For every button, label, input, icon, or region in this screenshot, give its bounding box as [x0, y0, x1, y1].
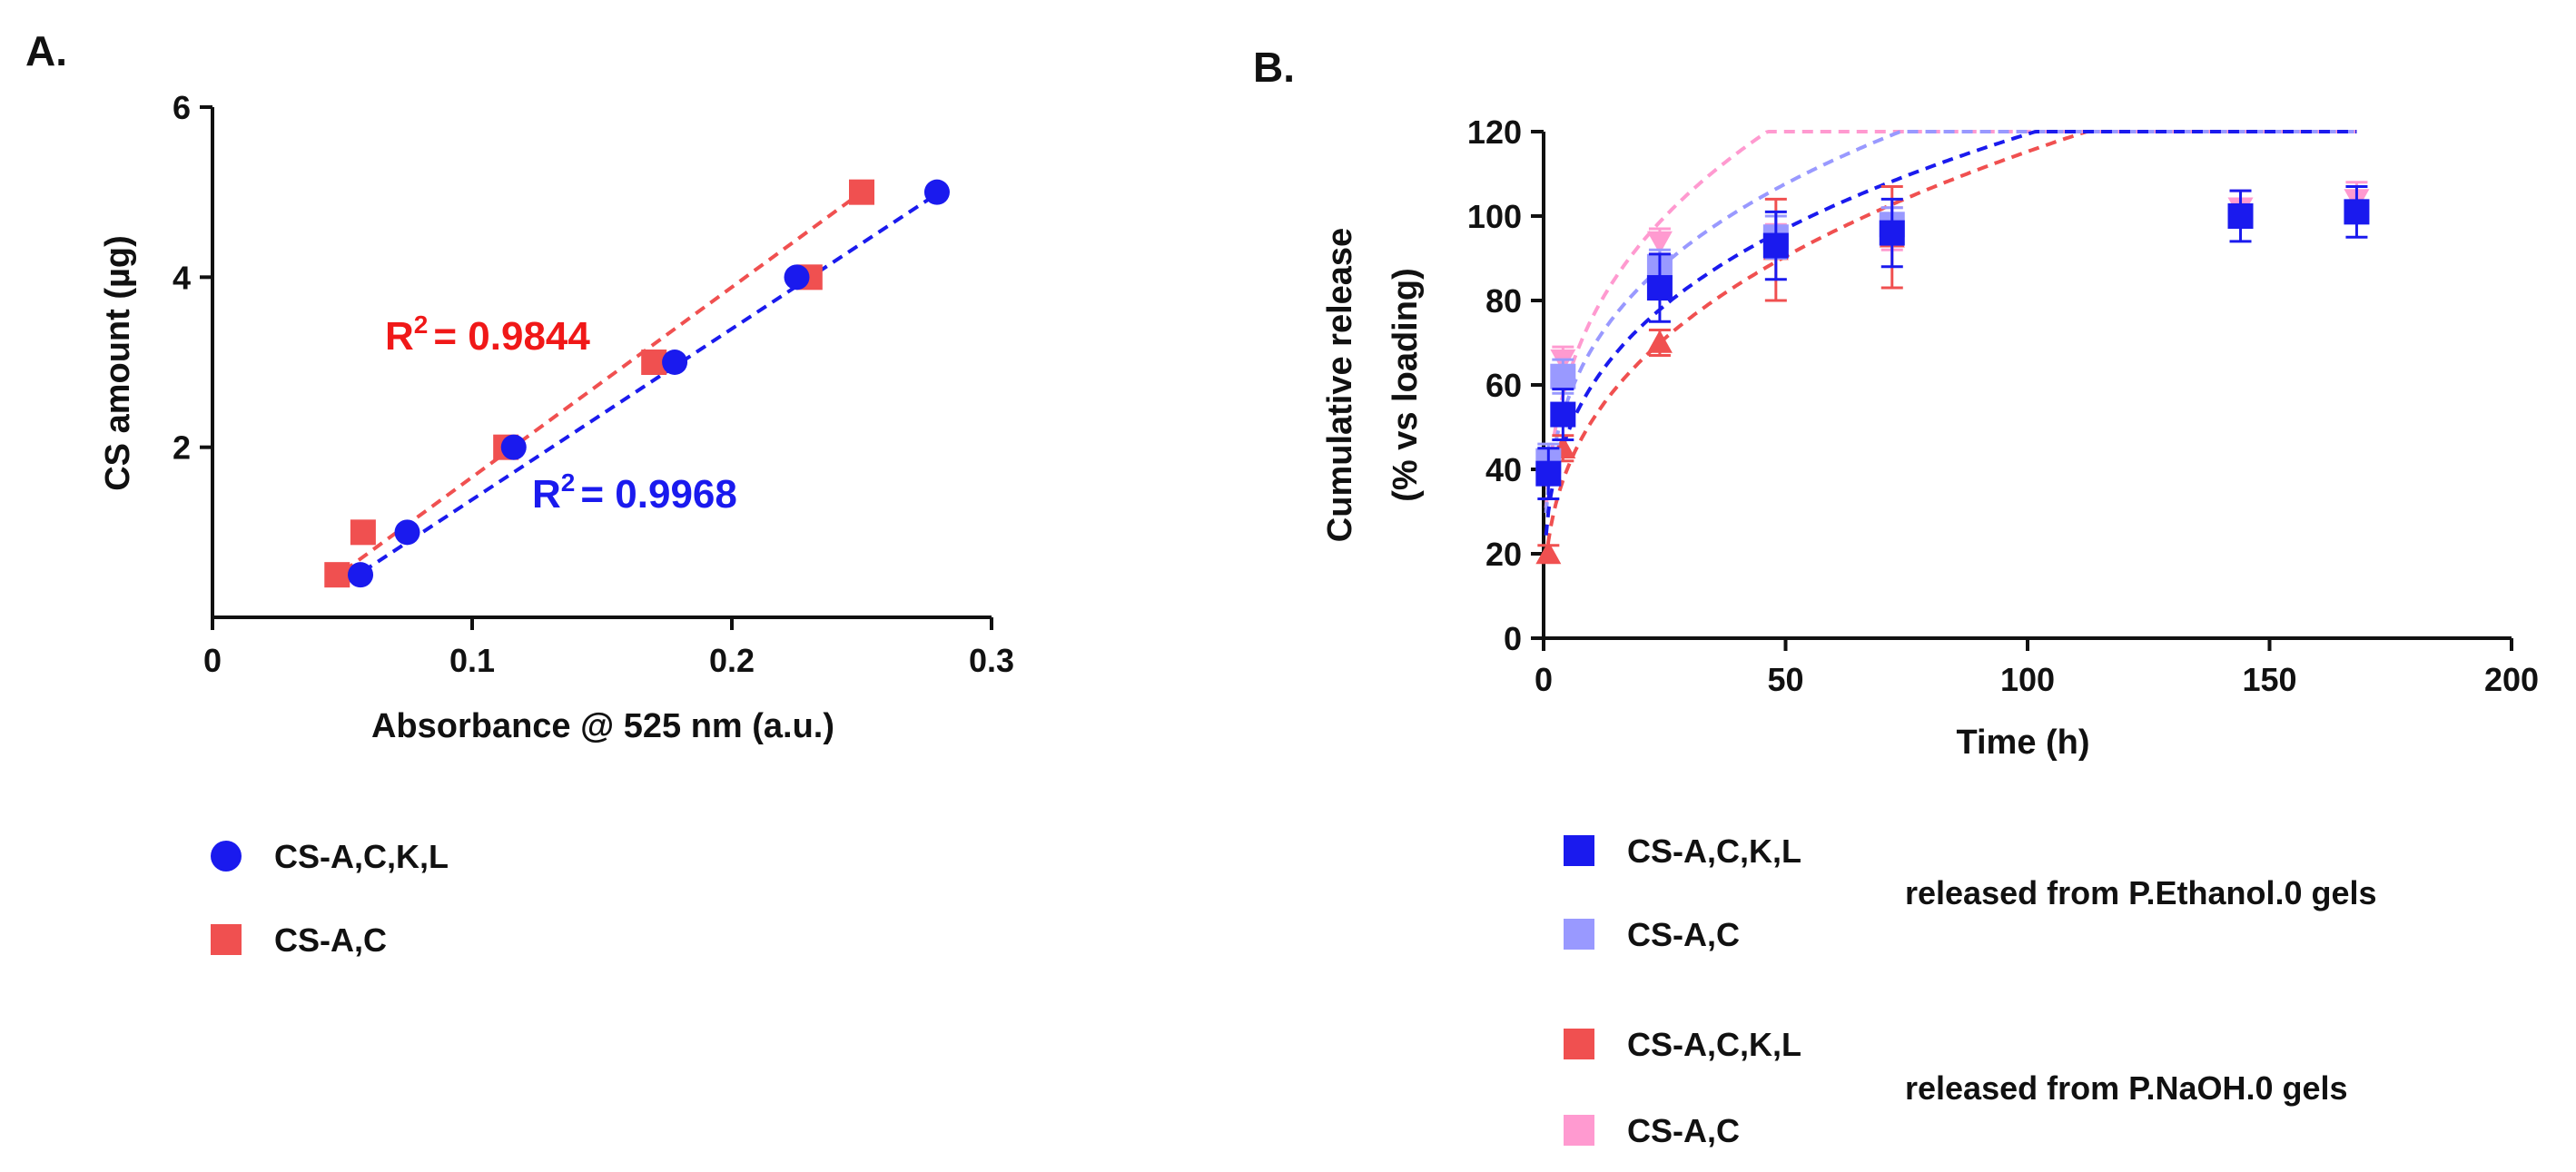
panel-b-x-tick-label: 100 [2000, 661, 2055, 698]
panel-b-y-tick-label: 100 [1467, 198, 1522, 235]
panel-b-data-point [2227, 189, 2254, 243]
r2-blue-value: = 0.9968 [580, 472, 737, 517]
panel-a-point-circle [784, 264, 810, 291]
panel-b-fit-curve [1544, 130, 2357, 536]
panel-a-fit-line [328, 191, 864, 584]
panel-b-data-point [1762, 210, 1789, 281]
panel-a-point-circle [923, 179, 950, 205]
panel-b-marker-square [2344, 199, 2370, 225]
panel-a-point-square [350, 519, 376, 546]
panel-a-x-tick-label: 0.3 [969, 642, 1014, 679]
legend-b-group-2: released from P.NaOH.0 gels [1905, 1069, 2348, 1107]
panel-a-point-square [849, 179, 874, 205]
legend-b-marker-2 [1564, 919, 1594, 950]
panel-a: A. 2 4 6 0 0.1 0.2 0.3 CS amount (µg) Absorba… [25, 27, 1014, 959]
r2-red-value: = 0.9844 [433, 314, 590, 359]
panel-b-marker-square [1646, 275, 1673, 301]
legend-a-marker-red [211, 924, 242, 955]
legend-b-marker-4 [1564, 1115, 1594, 1146]
panel-b-y-tick-label: 120 [1467, 113, 1522, 151]
panel-b-marker-square [1550, 363, 1576, 389]
panel-b: B. 0 20 40 60 80 100 120 0 50 100 150 200 Cumulati… [1253, 44, 2539, 1149]
panel-b-marker-square [2227, 203, 2254, 229]
panel-a-y-axis-title: CS amount (µg) [99, 235, 137, 491]
panel-b-data-point [1879, 197, 1905, 269]
legend-b-marker-3 [1564, 1029, 1594, 1059]
panel-a-legend: CS-A,C,K,L CS-A,C [211, 838, 449, 959]
legend-b-label-2: CS-A,C [1627, 916, 1740, 953]
panel-a-y-tick-label: 6 [173, 89, 191, 126]
panel-b-marker-square [1550, 401, 1576, 428]
panel-b-x-tick-label: 200 [2484, 661, 2539, 698]
panel-b-x-tick-label: 50 [1767, 661, 1803, 698]
panel-b-legend: CS-A,C,K,L CS-A,C released from P.Ethano… [1564, 832, 2377, 1149]
panel-a-x-ticks: 0 0.1 0.2 0.3 [203, 617, 1014, 679]
panel-a-r2-blue: R2 = 0.9968 [532, 468, 737, 517]
panel-b-x-tick-label: 150 [2242, 661, 2296, 698]
panel-b-fit-curve [1544, 130, 2357, 508]
panel-b-y-tick-label: 0 [1504, 620, 1522, 657]
panel-b-x-ticks: 0 50 100 150 200 [1535, 638, 2539, 698]
panel-b-marker-triangle [1535, 541, 1562, 565]
panel-b-data-points [1535, 181, 2370, 565]
panel-a-x-tick-label: 0 [203, 642, 222, 679]
panel-a-fit-line [346, 190, 941, 584]
r2-red-label: R [385, 314, 414, 359]
panel-a-point-circle [500, 434, 527, 460]
panel-a-data-points [324, 179, 950, 588]
panel-a-y-tick-label: 4 [173, 259, 191, 296]
panel-b-fit-curve [1544, 130, 2357, 514]
legend-a-label-blue: CS-A,C,K,L [274, 838, 449, 875]
panel-b-x-tick-label: 0 [1535, 661, 1553, 698]
panel-b-data-point [1550, 358, 1576, 395]
legend-b-label-1: CS-A,C,K,L [1627, 832, 1801, 870]
legend-a-marker-blue [211, 841, 242, 872]
panel-a-y-ticks: 2 4 6 [173, 89, 212, 467]
panel-b-y-ticks: 0 20 40 60 80 100 120 [1467, 113, 1544, 657]
r2-blue-label: R [532, 472, 561, 517]
panel-b-data-point [2344, 184, 2370, 239]
panel-a-r2-red: R2 = 0.9844 [385, 310, 590, 359]
panel-a-point-square [324, 562, 350, 588]
panel-b-data-point [1646, 329, 1673, 357]
panel-b-marker-square [1535, 460, 1562, 487]
r2-red-sup: 2 [414, 310, 429, 339]
panel-b-y-tick-label: 40 [1485, 451, 1522, 488]
legend-a-label-red: CS-A,C [274, 921, 387, 959]
panel-b-label: B. [1253, 44, 1295, 91]
panel-b-data-point [1550, 388, 1576, 441]
panel-b-marker-triangle [1646, 330, 1673, 353]
panel-a-x-tick-label: 0.1 [449, 642, 495, 679]
panel-b-marker-triangle-down [1646, 231, 1673, 254]
r2-blue-sup: 2 [561, 468, 576, 497]
panel-a-label: A. [25, 27, 67, 74]
panel-b-y-tick-label: 60 [1485, 367, 1522, 404]
panel-b-marker-square [1762, 232, 1789, 259]
panel-a-point-circle [394, 519, 420, 546]
panel-b-y-axis-title-line2: (% vs loading) [1387, 268, 1425, 502]
panel-b-marker-square [1879, 220, 1905, 246]
panel-b-fit-curves [1544, 130, 2357, 563]
legend-b-group-1: released from P.Ethanol.0 gels [1905, 874, 2377, 911]
panel-a-x-tick-label: 0.2 [709, 642, 755, 679]
panel-b-data-point [1646, 252, 1673, 323]
panel-b-x-axis-title: Time (h) [1956, 724, 2089, 762]
panel-b-y-tick-label: 80 [1485, 282, 1522, 320]
panel-b-y-tick-label: 20 [1485, 536, 1522, 573]
panel-a-point-circle [348, 562, 374, 588]
legend-b-marker-1 [1564, 835, 1594, 866]
legend-b-label-4: CS-A,C [1627, 1112, 1740, 1149]
panel-b-y-axis-title-line1: Cumulative release [1321, 228, 1359, 542]
panel-a-point-circle [662, 350, 688, 375]
panel-a-y-tick-label: 2 [173, 429, 191, 467]
legend-b-label-3: CS-A,C,K,L [1627, 1026, 1801, 1063]
panel-b-data-point [1535, 447, 1562, 501]
panel-a-fit-lines [328, 190, 941, 584]
panel-b-data-point [1535, 541, 1562, 565]
panel-a-x-axis-title: Absorbance @ 525 nm (a.u.) [371, 707, 834, 745]
panel-b-fit-curve [1544, 130, 2357, 563]
